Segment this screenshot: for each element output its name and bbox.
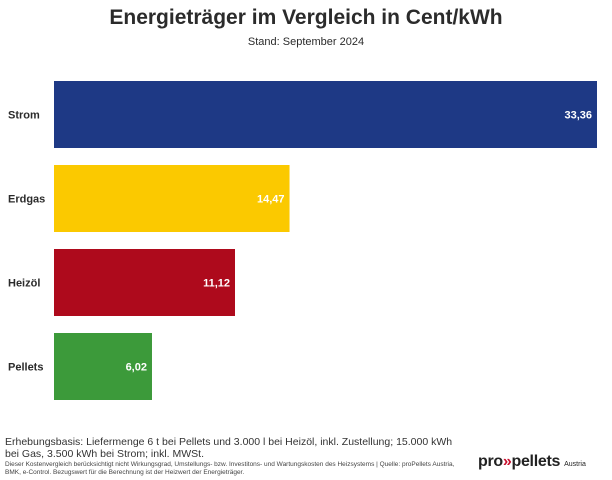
category-label: Strom	[8, 110, 40, 122]
propellets-logo: pro»pellets Austria	[478, 453, 586, 471]
value-label: 14,47	[257, 194, 285, 206]
logo-prefix: pro	[478, 453, 503, 470]
chart-title: Energieträger im Vergleich in Cent/kWh	[109, 6, 503, 29]
logo-name: pellets	[511, 453, 561, 470]
category-label: Pellets	[8, 362, 43, 374]
bar-pellets	[54, 333, 152, 400]
category-label: Erdgas	[8, 194, 45, 206]
value-label: 33,36	[564, 110, 592, 122]
bar-erdgas	[54, 165, 290, 232]
logo-arrows-icon: »	[502, 453, 512, 470]
footer-note: Dieser Kostenvergleich berücksichtigt ni…	[5, 461, 455, 476]
bar-heizöl	[54, 249, 235, 316]
logo-country: Austria	[564, 461, 586, 468]
category-label: Heizöl	[8, 278, 40, 290]
logo-wordmark: pro»pellets	[478, 453, 560, 471]
value-label: 11,12	[203, 278, 230, 290]
footer-basis: Erhebungsbasis: Liefermenge 6 t bei Pell…	[5, 436, 453, 460]
chart-subtitle: Stand: September 2024	[247, 36, 365, 48]
bar-strom	[54, 81, 597, 148]
bar-chart: Strom 33,36 Erdgas 14,47 Heizöl 11,12 Pellets 6…	[8, 81, 597, 400]
value-label: 6,02	[126, 362, 147, 374]
footer: Erhebungsbasis: Liefermenge 6 t bei Pell…	[5, 436, 465, 477]
